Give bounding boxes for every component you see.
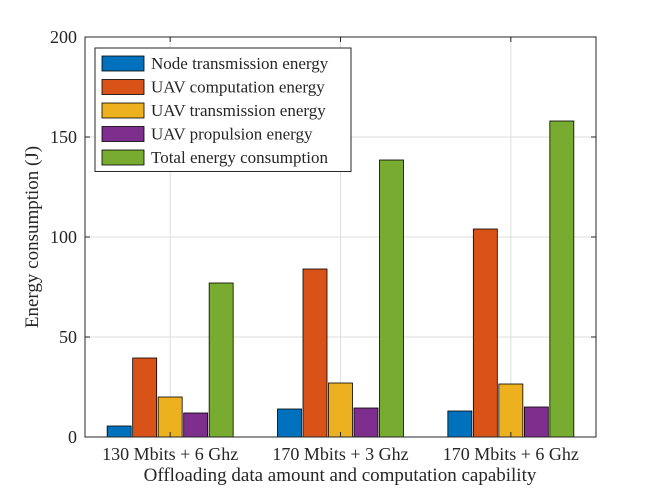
y-axis-label: Energy consumption (J) [22,146,43,328]
bars [106,120,575,438]
x-axis-label: Offloading data amount and computation c… [144,465,537,486]
bar-uav-transmission-energy [157,396,183,438]
x-tick-label: 130 Mbits + 6 Ghz [102,444,238,464]
legend-swatch [101,79,145,95]
bar-uav-transmission-energy [498,383,524,438]
legend-label: Node transmission energy [151,54,329,73]
bar-total-energy-consumption [379,159,404,438]
legend-label: UAV propulsion energy [151,125,313,144]
legend-label: UAV computation energy [151,78,325,97]
bar-node-transmission-energy [447,410,473,438]
y-tick-label: 0 [68,427,77,447]
bar-total-energy-consumption [208,282,234,438]
bar-uav-propulsion-energy [523,406,549,438]
bar-node-transmission-energy [106,425,132,438]
y-tick-label: 100 [50,227,77,247]
bar-uav-computation-energy [132,357,158,438]
bar-uav-computation-energy [302,268,328,438]
legend-label: Total energy consumption [151,148,328,167]
bar-uav-transmission-energy [328,382,353,438]
legend-swatch [101,55,145,72]
legend-label: UAV transmission energy [151,101,326,120]
x-tick-label: 170 Mbits + 6 Ghz [443,444,579,464]
y-tick-label: 150 [50,127,77,147]
y-tick-label: 50 [59,327,77,347]
legend-swatch [101,102,145,119]
legend-swatch [101,126,145,142]
bar-total-energy-consumption [549,120,575,438]
x-tick-label: 170 Mbits + 3 Ghz [272,444,408,464]
legend-swatch [101,149,145,166]
bar-node-transmission-energy [277,408,302,438]
x-axis-ticks: 130 Mbits + 6 Ghz 170 Mbits + 3 Ghz 170 Mb… [102,37,579,464]
bar-uav-computation-energy [472,228,498,438]
y-tick-label: 200 [50,27,77,47]
bar-uav-propulsion-energy [183,412,209,438]
legend: Node transmission energy UAV computation … [94,47,352,172]
bar-uav-propulsion-energy [353,407,379,438]
y-axis-ticks: 0 50 100 150 200 [50,27,596,447]
